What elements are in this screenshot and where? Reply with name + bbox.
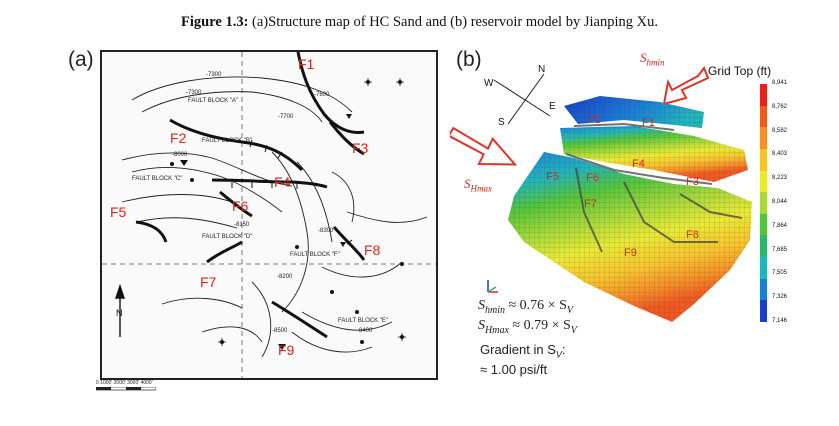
block-label: FAULT BLOCK "E" (338, 318, 389, 324)
model-fault-f5: F5 (546, 171, 559, 183)
fault-label-f3: F3 (352, 140, 369, 156)
block-label: FAULT BLOCK "F" (290, 252, 340, 258)
color-scale-segment (760, 192, 767, 215)
color-scale-segment (760, 127, 767, 150)
map-scale: 0 1000' 2000' 3000' 4000' (96, 380, 153, 386)
compass-n: N (538, 64, 546, 75)
legend-tick-label: 8,941 (772, 80, 788, 86)
fault-label-f4: F4 (274, 174, 291, 190)
gradient-value: ≈ 1.00 psi/ft (480, 362, 548, 377)
contour-label: -7300 (206, 72, 222, 78)
legend-tick-label: 8,223 (772, 175, 788, 182)
compass-s: S (498, 117, 505, 128)
legend-tick-label: 7,146 (772, 318, 788, 324)
fault-label-f7: F7 (200, 274, 217, 290)
block-label: FAULT BLOCK "B" (202, 138, 253, 144)
shmax-arrow (450, 126, 518, 166)
contour-label: -8400 (357, 328, 373, 334)
legend-title: Grid Top (ft) (708, 64, 772, 78)
structure-map-drawing (102, 52, 436, 378)
color-scale-segment (760, 235, 767, 258)
model-fault-f1: F1 (642, 117, 655, 129)
contour-label: -8300 (318, 228, 334, 234)
color-scale-segment (760, 148, 767, 172)
structure-map: -7300 -7300 -7600 -7700 -8000 -8150 -830… (100, 50, 438, 380)
legend-tick-label: 8,762 (772, 103, 788, 110)
shmax-formula: SHmax ≈ 0.79 × SV (478, 318, 577, 336)
legend-tick-label: 7,685 (772, 246, 788, 253)
panel-a-label: (a) (68, 48, 94, 71)
legend-tick-label: 8,403 (772, 151, 788, 158)
legend-tick-label: 7,505 (772, 270, 788, 277)
shmin-label: Shmin (640, 50, 665, 68)
caption-text: (a)Structure map of HC Sand and (b) rese… (248, 14, 658, 30)
panel-b-label: (b) (456, 48, 482, 71)
compass-w: W (484, 78, 494, 89)
legend-tick-label: 8,582 (772, 127, 788, 134)
model-fault-f3: F3 (686, 176, 699, 188)
fault-label-f6: F6 (232, 198, 249, 214)
contour-label: -8150 (234, 222, 250, 228)
north-label: N (116, 308, 123, 318)
block-label: FAULT BLOCK "C" (132, 176, 183, 182)
contour-label: -7300 (186, 90, 202, 96)
block-label: FAULT BLOCK "D" (202, 234, 253, 240)
contour-label: -7600 (314, 92, 330, 98)
contour-label: -8000 (172, 152, 188, 158)
fault-label-f8: F8 (364, 242, 381, 258)
model-fault-f4: F4 (632, 158, 645, 170)
fault-label-f5: F5 (110, 204, 127, 220)
color-scale-segment (760, 278, 767, 301)
caption-bold: Figure 1.3: (181, 14, 249, 30)
compass-rose (493, 73, 551, 125)
color-scale-segment (760, 170, 767, 193)
legend-tick-label: 8,044 (772, 199, 788, 205)
shmin-formula: Shmin ≈ 0.76 × SV (478, 298, 573, 316)
contour-label: -8200 (277, 274, 293, 280)
model-fault-f7: F7 (584, 198, 597, 210)
color-scale-segment (760, 213, 767, 236)
legend-tick-label: 7,326 (772, 294, 788, 301)
contour-label: -8500 (272, 328, 288, 334)
scale-bar (96, 387, 156, 391)
model-fault-f6: F6 (586, 172, 599, 184)
color-scale-segment (760, 84, 767, 107)
color-scale-segment (760, 105, 767, 128)
gradient-label: Gradient in SV: (480, 342, 566, 360)
model-fault-f8: F8 (686, 229, 699, 241)
fault-label-f9: F9 (278, 342, 295, 358)
color-scale-segment (760, 300, 767, 323)
fault-label-f2: F2 (170, 130, 187, 146)
compass-e: E (549, 101, 556, 112)
block-label: FAULT BLOCK "A" (188, 98, 239, 104)
reservoir-model-3d (508, 96, 752, 322)
legend-tick-label: 7,864 (772, 222, 788, 229)
figure-caption: Figure 1.3: (a)Structure map of HC Sand … (0, 14, 839, 31)
contour-label: -7700 (278, 114, 294, 120)
fault-label-f1: F1 (298, 56, 315, 72)
color-scale-bar (760, 84, 767, 323)
shmax-label: SHmax (464, 176, 492, 194)
color-scale-segment (760, 257, 767, 280)
axis-triad (487, 280, 498, 293)
model-fault-f9: F9 (624, 247, 637, 259)
model-fault-f2: F2 (588, 114, 601, 126)
